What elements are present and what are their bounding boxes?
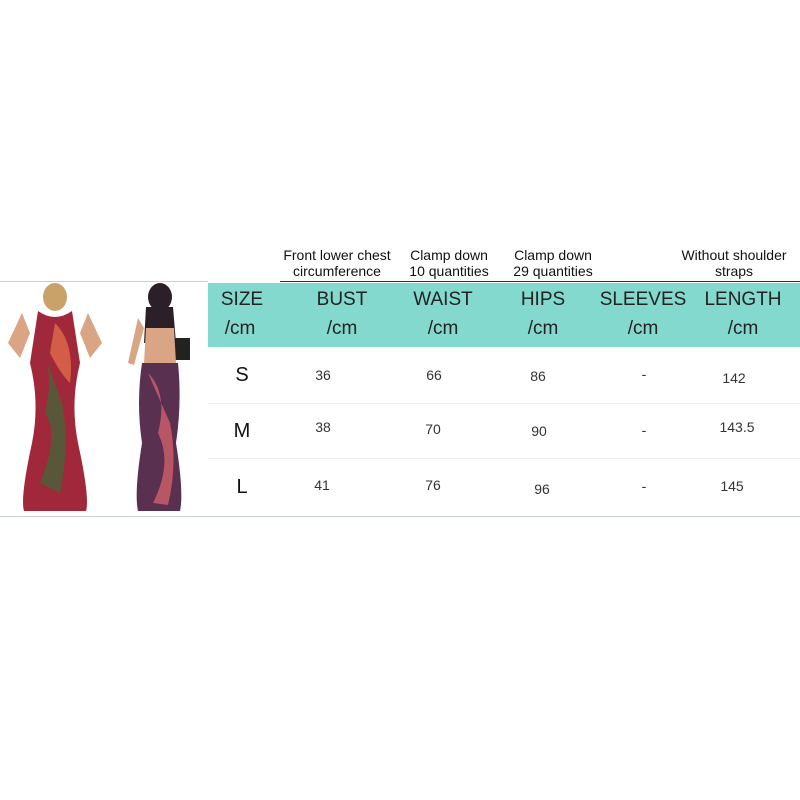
bottom-divider <box>0 516 800 517</box>
cell-bust: 38 <box>315 419 331 435</box>
length-note: Without shoulder straps <box>681 247 787 279</box>
top-divider-right <box>280 281 800 282</box>
unit-hips: /cm <box>527 318 559 339</box>
header-waist: WAIST <box>413 289 473 310</box>
waist-note: Clamp down 10 quantities <box>409 247 489 279</box>
cell-length: 145 <box>720 478 744 494</box>
header-sleeves: SLEEVES <box>599 289 687 310</box>
unit-bust: /cm <box>326 318 358 339</box>
cell-sleeves: - <box>641 366 647 382</box>
unit-sleeves: /cm <box>627 318 659 339</box>
cell-length: 142 <box>722 370 746 386</box>
cell-waist: 66 <box>426 367 442 383</box>
model-back-photo <box>128 283 190 511</box>
cell-waist: 70 <box>425 421 441 437</box>
bust-note: Front lower chest circumference <box>283 247 391 279</box>
cell-hips: 86 <box>530 368 546 384</box>
unit-size: /cm <box>224 318 256 339</box>
cell-sleeves: - <box>641 478 647 494</box>
header-length: LENGTH <box>704 289 782 310</box>
unit-waist: /cm <box>427 318 459 339</box>
cell-bust: 36 <box>315 367 331 383</box>
cell-size: M <box>233 420 251 442</box>
header-size: SIZE <box>220 289 264 310</box>
cell-size: S <box>235 364 249 386</box>
header-hips: HIPS <box>520 289 566 310</box>
cell-hips: 96 <box>534 481 550 497</box>
cell-waist: 76 <box>425 477 441 493</box>
cell-hips: 90 <box>531 423 547 439</box>
cell-length: 143.5 <box>719 419 755 435</box>
cell-sleeves: - <box>641 422 647 438</box>
top-divider-left <box>0 281 208 282</box>
header-band <box>208 283 800 347</box>
cell-size: L <box>236 476 248 498</box>
row-divider <box>208 403 800 404</box>
header-bust: BUST <box>316 289 368 310</box>
model-front-photo <box>8 283 102 511</box>
hips-note: Clamp down 29 quantities <box>513 247 593 279</box>
row-divider <box>208 458 800 459</box>
cell-bust: 41 <box>314 477 330 493</box>
unit-length: /cm <box>727 318 759 339</box>
